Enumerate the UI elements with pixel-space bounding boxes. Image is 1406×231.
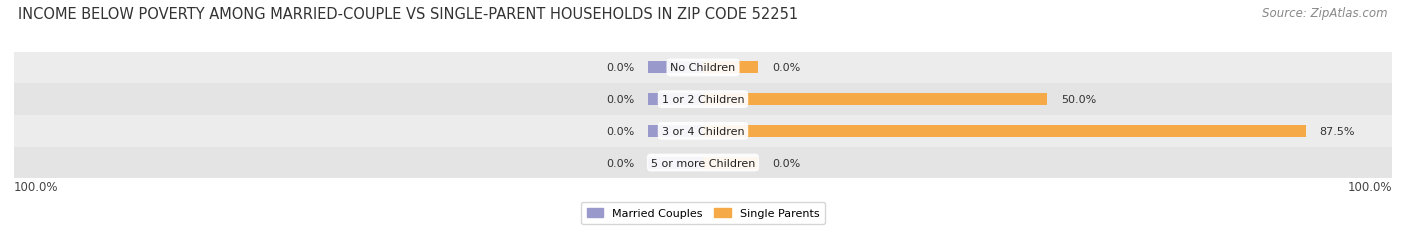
Bar [648,62,703,74]
Bar [703,125,1306,137]
Text: No Children: No Children [671,63,735,73]
Text: 50.0%: 50.0% [1062,95,1097,105]
Text: 0.0%: 0.0% [606,63,634,73]
Text: 1 or 2 Children: 1 or 2 Children [662,95,744,105]
Text: 87.5%: 87.5% [1320,126,1355,136]
Bar [14,147,1392,179]
Text: 0.0%: 0.0% [606,158,634,168]
Text: 3 or 4 Children: 3 or 4 Children [662,126,744,136]
Bar [703,157,758,169]
Bar [648,94,703,106]
Bar [14,84,1392,116]
Text: 0.0%: 0.0% [606,95,634,105]
Text: 0.0%: 0.0% [606,126,634,136]
Bar [703,94,1047,106]
Bar [14,116,1392,147]
Bar [14,52,1392,84]
Bar [703,62,758,74]
Text: 0.0%: 0.0% [772,63,800,73]
Bar [648,157,703,169]
Text: 5 or more Children: 5 or more Children [651,158,755,168]
Bar [648,125,703,137]
Text: 100.0%: 100.0% [14,180,59,193]
Text: Source: ZipAtlas.com: Source: ZipAtlas.com [1263,7,1388,20]
Text: 0.0%: 0.0% [772,158,800,168]
Text: 100.0%: 100.0% [1347,180,1392,193]
Legend: Married Couples, Single Parents: Married Couples, Single Parents [581,202,825,224]
Text: INCOME BELOW POVERTY AMONG MARRIED-COUPLE VS SINGLE-PARENT HOUSEHOLDS IN ZIP COD: INCOME BELOW POVERTY AMONG MARRIED-COUPL… [18,7,799,22]
